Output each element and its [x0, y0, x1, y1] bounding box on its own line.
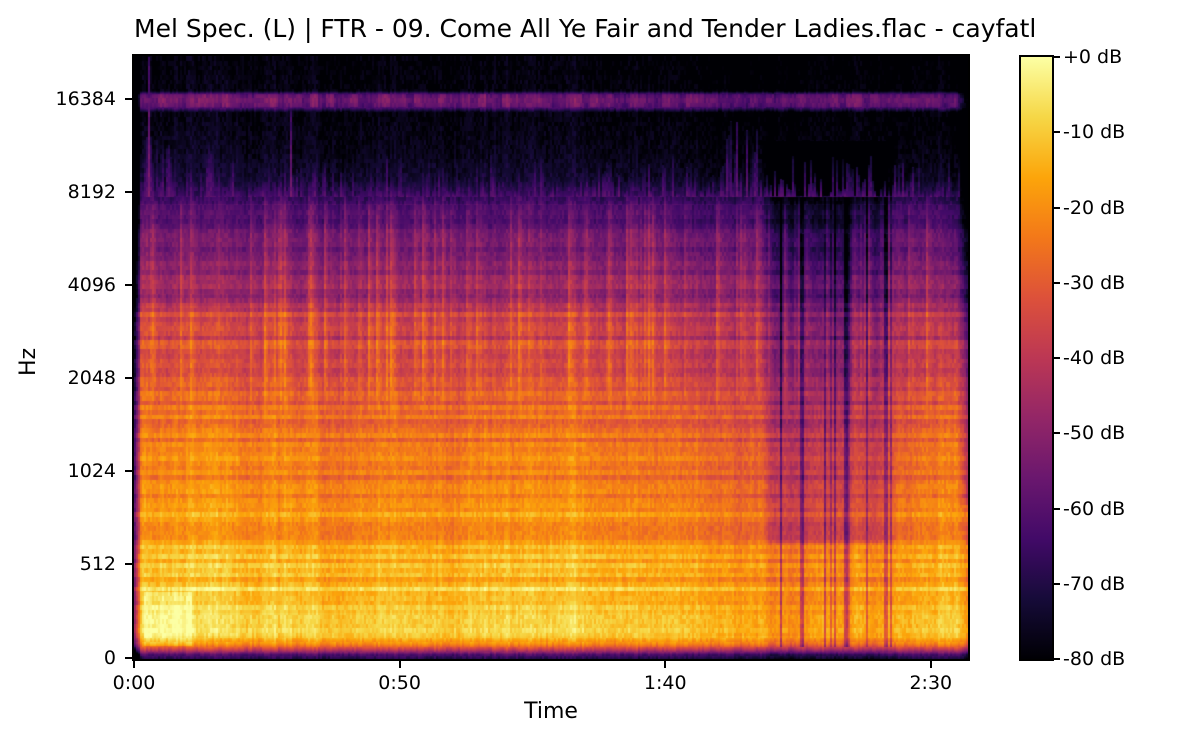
colorbar-tick-label: -10 dB [1063, 121, 1126, 144]
x-tick-label: 2:30 [909, 672, 953, 694]
y-tick-label: 2048 [67, 366, 116, 389]
x-tick-mark [929, 661, 932, 668]
x-tick-label: 0:00 [112, 672, 156, 694]
y-tick-mark [125, 97, 132, 100]
chart-title: Mel Spec. (L) | FTR - 09. Come All Ye Fa… [134, 14, 1037, 43]
y-tick-mark [125, 376, 132, 379]
colorbar-tick-mark [1054, 582, 1060, 585]
y-tick-mark [125, 190, 132, 193]
colorbar-tick-mark [1054, 131, 1060, 134]
x-tick-label: 0:50 [378, 672, 421, 694]
plot-area [132, 54, 970, 661]
y-tick-mark [125, 563, 132, 565]
y-tick-mark [125, 657, 132, 659]
colorbar [1019, 55, 1054, 661]
colorbar-tick-mark [1054, 56, 1060, 58]
x-tick-mark [133, 661, 135, 668]
colorbar-tick-mark [1054, 658, 1060, 660]
colorbar-tick-label: -50 dB [1063, 422, 1126, 445]
y-tick-label: 4096 [67, 273, 116, 296]
x-tick-label: 1:40 [643, 672, 687, 694]
y-tick-label: 16384 [55, 87, 116, 110]
x-tick-mark [398, 661, 401, 668]
colorbar-tick-label: -80 dB [1063, 648, 1126, 670]
colorbar-tick-mark [1054, 281, 1060, 284]
colorbar-tick-mark [1054, 507, 1060, 510]
x-tick-mark [664, 661, 667, 668]
colorbar-tick-label: -60 dB [1063, 497, 1126, 520]
x-axis-label: Time [524, 699, 578, 724]
colorbar-tick-label: -30 dB [1063, 271, 1126, 294]
colorbar-tick-mark [1054, 432, 1060, 435]
colorbar-tick-label: -40 dB [1063, 347, 1126, 369]
y-tick-mark [125, 469, 132, 472]
y-tick-label: 512 [79, 553, 116, 575]
spectrogram-heatmap [134, 56, 968, 659]
y-tick-label: 8192 [67, 180, 116, 203]
y-tick-label: 0 [103, 647, 116, 669]
colorbar-tick-label: -20 dB [1063, 196, 1126, 219]
y-tick-label: 1024 [67, 459, 116, 482]
colorbar-tick-mark [1054, 206, 1060, 209]
colorbar-tick-label: -70 dB [1063, 572, 1126, 595]
y-axis-label: Hz [16, 347, 41, 377]
y-tick-mark [125, 283, 132, 286]
colorbar-tick-label: +0 dB [1063, 46, 1123, 68]
colorbar-tick-mark [1054, 357, 1060, 359]
